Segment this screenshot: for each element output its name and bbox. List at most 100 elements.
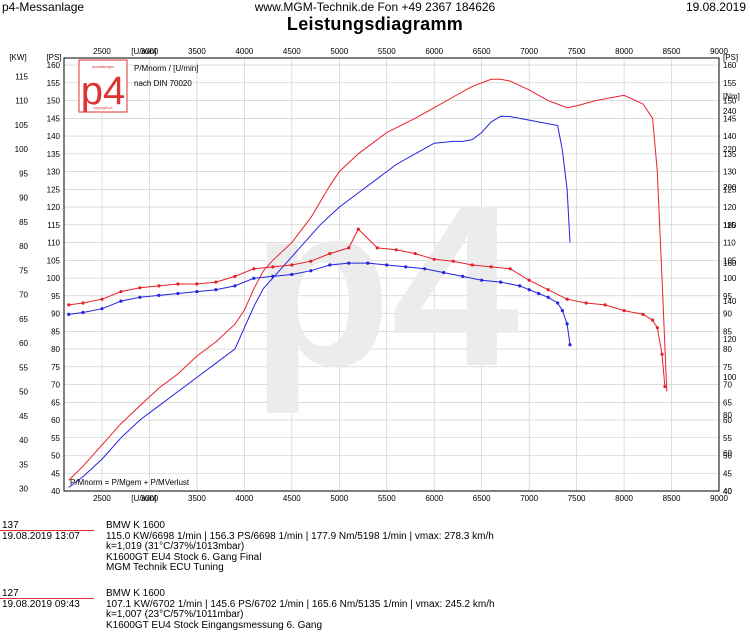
point-torque-137: [470, 263, 474, 267]
x-tick-label-bottom: 8000: [615, 494, 633, 503]
point-torque-137: [356, 227, 360, 231]
ps-tick-label-right: 155: [723, 79, 737, 88]
ps-tick-label-right: 105: [723, 256, 737, 265]
nm-tick-label: 120: [723, 335, 737, 344]
ps-tick-label-right: 120: [723, 203, 737, 212]
ps-tick-label-left: 155: [47, 79, 61, 88]
point-torque-137: [157, 284, 161, 288]
x-tick-label-bottom: 6000: [425, 494, 443, 503]
kw-axis-label: [KW]: [9, 53, 26, 62]
ps-tick-label-right: 40: [723, 487, 732, 496]
nm-tick-label: 140: [723, 297, 737, 306]
ps-tick-label-left: 140: [47, 132, 61, 141]
x-tick-label-top: 8000: [615, 47, 633, 56]
x-tick-label-top: 4000: [235, 47, 253, 56]
ps-tick-label-left: 145: [47, 114, 61, 123]
nm-tick-label: 180: [723, 221, 737, 230]
ps-tick-label-right: 70: [723, 381, 732, 390]
point-torque-127: [290, 272, 294, 277]
x-tick-label-bottom: 4500: [283, 494, 301, 503]
point-torque-127: [480, 278, 484, 282]
kw-tick-label: 45: [19, 412, 28, 421]
ps-tick-label-right: 95: [723, 292, 732, 301]
nm-tick-label: 100: [723, 373, 737, 382]
x-tick-label-bottom: 5500: [378, 494, 396, 503]
chart-grid: [64, 58, 719, 492]
point-torque-137: [565, 297, 569, 301]
x-tick-label-top: 9000: [710, 47, 728, 56]
run-vehicle: BMW K 1600: [106, 520, 165, 531]
x-tick-label-bottom: 3500: [188, 494, 206, 503]
run-peaks: 115.0 KW/6698 1/min | 156.3 PS/6698 1/mi…: [106, 530, 494, 542]
x-unit-top: [U/min]: [131, 47, 156, 56]
ps-tick-label-left: 40: [51, 487, 60, 496]
nm-axis-label: [Nm]: [723, 92, 740, 101]
x-tick-label-top: 7500: [568, 47, 586, 56]
point-torque-137: [663, 384, 667, 389]
point-torque-127: [252, 276, 256, 280]
x-tick-label-bottom: 3000: [141, 494, 159, 503]
point-torque-127: [546, 295, 550, 299]
nm-tick-label: 40: [723, 487, 732, 496]
kw-tick-label: 90: [19, 194, 28, 203]
ps-tick-label-left: 50: [51, 452, 60, 461]
point-torque-127: [556, 301, 560, 305]
series-torque-137: [68, 228, 666, 387]
ps-tick-label-left: 65: [51, 398, 60, 407]
ps-tick-label-left: 120: [47, 203, 61, 212]
point-torque-137: [252, 267, 256, 271]
point-torque-137: [290, 263, 294, 267]
point-torque-137: [195, 282, 199, 286]
point-torque-137: [233, 274, 237, 278]
kw-tick-label: 30: [19, 485, 28, 494]
point-torque-137: [67, 303, 71, 307]
run-peaks: 107.1 KW/6702 1/min | 145.6 PS/6702 1/mi…: [106, 598, 495, 610]
point-torque-137: [375, 246, 379, 250]
run-date: 19.08.2019 09:43: [2, 599, 80, 610]
run-number: 137: [2, 520, 19, 531]
point-torque-137: [641, 312, 645, 316]
app-name: p4-Messanlage: [2, 0, 85, 14]
ps-tick-label-right: 90: [723, 310, 732, 319]
ps-tick-label-left: 160: [47, 61, 61, 70]
kw-tick-label: 105: [15, 121, 29, 130]
ps-tick-label-left: 75: [51, 363, 60, 372]
run-correction: k=1,019 (31°C/37%/1013mbar): [106, 541, 245, 553]
run-vehicle: BMW K 1600: [106, 588, 165, 599]
point-torque-137: [176, 282, 180, 286]
ps-tick-label-left: 70: [51, 381, 60, 390]
kw-tick-label: 115: [15, 72, 28, 81]
ps-tick-label-left: 85: [51, 327, 60, 336]
point-torque-137: [451, 259, 455, 263]
point-torque-137: [271, 265, 275, 269]
dyno-chart: p4 2500 2500 3000 3000 3500 3500 4000 4000 4500 4…: [9, 47, 740, 503]
ps-tick-label-left: 100: [47, 274, 61, 283]
point-torque-127: [309, 269, 313, 273]
point-torque-127: [518, 284, 522, 288]
ps-tick-label-right: 50: [723, 452, 732, 461]
point-torque-137: [413, 252, 417, 256]
point-torque-127: [214, 288, 218, 292]
legend-line-1: P/Mnorm / [U/min]: [134, 64, 198, 73]
x-tick-label-bottom: 2500: [93, 494, 111, 503]
point-torque-127: [568, 343, 572, 347]
ps-tick-label-right: 160: [723, 61, 737, 70]
ps-tick-label-left: 80: [51, 345, 60, 354]
point-torque-137: [603, 303, 607, 307]
ps-tick-label-right: 125: [723, 185, 737, 194]
ps-tick-label-right: 115: [723, 221, 736, 230]
point-torque-137: [214, 280, 218, 284]
ps-tick-label-right: 150: [723, 97, 737, 106]
x-tick-label-top: 3500: [188, 47, 206, 56]
point-torque-137: [119, 289, 123, 294]
nm-tick-label: 160: [723, 259, 737, 268]
point-torque-137: [100, 297, 104, 301]
ps-tick-label-left: 90: [51, 310, 60, 319]
point-torque-137: [527, 278, 531, 282]
ps-tick-label-left: 95: [51, 292, 60, 301]
nm-tick-label: 220: [723, 145, 737, 154]
ps-tick-label-right: 145: [723, 114, 737, 123]
nm-tick-label: 200: [723, 183, 737, 192]
point-torque-137: [328, 252, 332, 256]
point-torque-127: [233, 284, 237, 288]
